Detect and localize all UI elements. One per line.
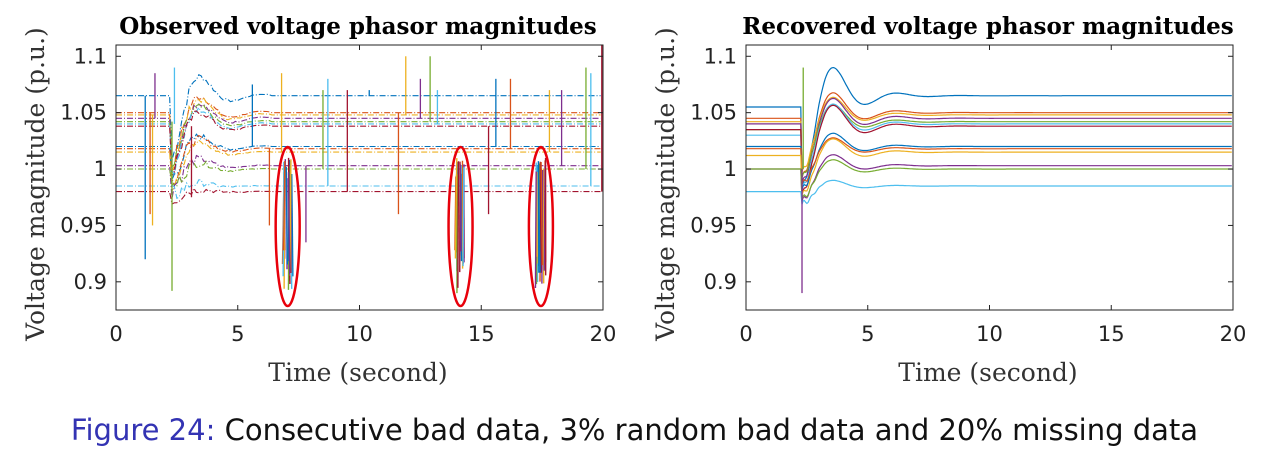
bad-data-highlight-ellipse [527,145,555,308]
y-tick-label: 1.1 [74,44,107,68]
x-tick-label: 15 [468,322,495,346]
y-tick-label: 0.9 [704,270,737,294]
y-tick-label: 1 [724,157,737,181]
series-line [746,179,1232,205]
y-tick-label: 0.95 [690,213,737,237]
bad-data-cluster-line [462,167,465,267]
x-tick-label: 20 [1220,322,1247,346]
bad-data-cluster-line [459,164,462,252]
ticks: 0 5 10 15 20 0.9 0.95 1 1.05 1.1 [60,44,616,346]
y-tick-label: 1.1 [704,44,737,68]
series-line [116,133,601,180]
series-line [116,187,601,205]
x-tick-label: 5 [861,322,874,346]
series-line [116,95,601,172]
x-tick-label: 15 [1098,322,1125,346]
x-tick-label: 20 [590,322,617,346]
bad-data-cluster-line [282,161,286,251]
figure: Observed voltage phasor magnitudes 0 5 10 1… [21,13,1246,387]
series-line [116,139,601,193]
y-axis-label: Voltage magnitude (p.u.) [21,27,50,342]
series-line [116,134,601,187]
series-line [116,110,601,178]
series-line [746,97,1232,184]
bad-data-highlight-ellipse [274,145,301,308]
chart-title: Recovered voltage phasor magnitudes [742,13,1234,40]
series-line [746,104,1232,195]
y-tick-label: 1 [94,157,107,181]
x-axis-label: Time (second) [268,358,447,387]
bad-data-cluster-line [287,172,291,275]
x-tick-label: 0 [739,322,752,346]
series-line [746,138,1232,196]
series-line [116,103,601,168]
series-line [746,66,1232,188]
recovered-chart: Recovered voltage phasor magnitudes 0 5 10… [651,13,1246,387]
bad-data-cluster-line [285,166,289,265]
series-line [116,96,601,172]
series-line [746,92,1232,178]
y-axis-label: Voltage magnitude (p.u.) [651,27,680,342]
series-line [746,154,1232,202]
chart-title: Observed voltage phasor magnitudes [119,13,597,40]
y-tick-label: 0.9 [74,270,107,294]
y-tick-label: 0.95 [60,213,107,237]
x-tick-label: 10 [976,322,1003,346]
ticks: 0 5 10 15 20 0.9 0.95 1 1.05 1.1 [690,44,1246,346]
bad-data-cluster-line [539,161,542,273]
observed-chart: Observed voltage phasor magnitudes 0 5 10 1… [21,13,616,387]
plot-area [116,45,603,294]
bad-data-cluster-line [457,161,460,288]
series-line [746,132,1232,190]
series-line [116,154,601,199]
series-line [116,179,601,200]
series-line [746,96,1232,173]
series-line [746,137,1232,185]
y-tick-label: 1.05 [690,101,737,125]
axes-frame [745,44,1234,311]
bad-data-cluster-line [454,158,458,259]
figure-label: Figure 24: [70,413,216,447]
caption-text: Consecutive bad data, 3% random bad data… [224,413,1199,447]
x-tick-label: 5 [231,322,244,346]
bad-data-highlight-ellipse [447,145,474,308]
x-axis-label: Time (second) [898,358,1077,387]
figure-caption: Figure 24: Consecutive bad data, 3% rand… [0,413,1269,447]
bad-data-cluster-line [534,171,537,289]
series-line [746,159,1232,200]
bad-data-cluster-line [291,174,294,277]
y-tick-label: 1.05 [60,101,107,125]
series-line [116,160,601,187]
series-line [746,103,1232,189]
series-line [116,73,601,161]
plot-area [746,66,1232,294]
x-tick-label: 0 [109,322,122,346]
bad-data-cluster-line [540,161,544,266]
series-line [116,103,601,173]
x-tick-label: 10 [346,322,373,346]
